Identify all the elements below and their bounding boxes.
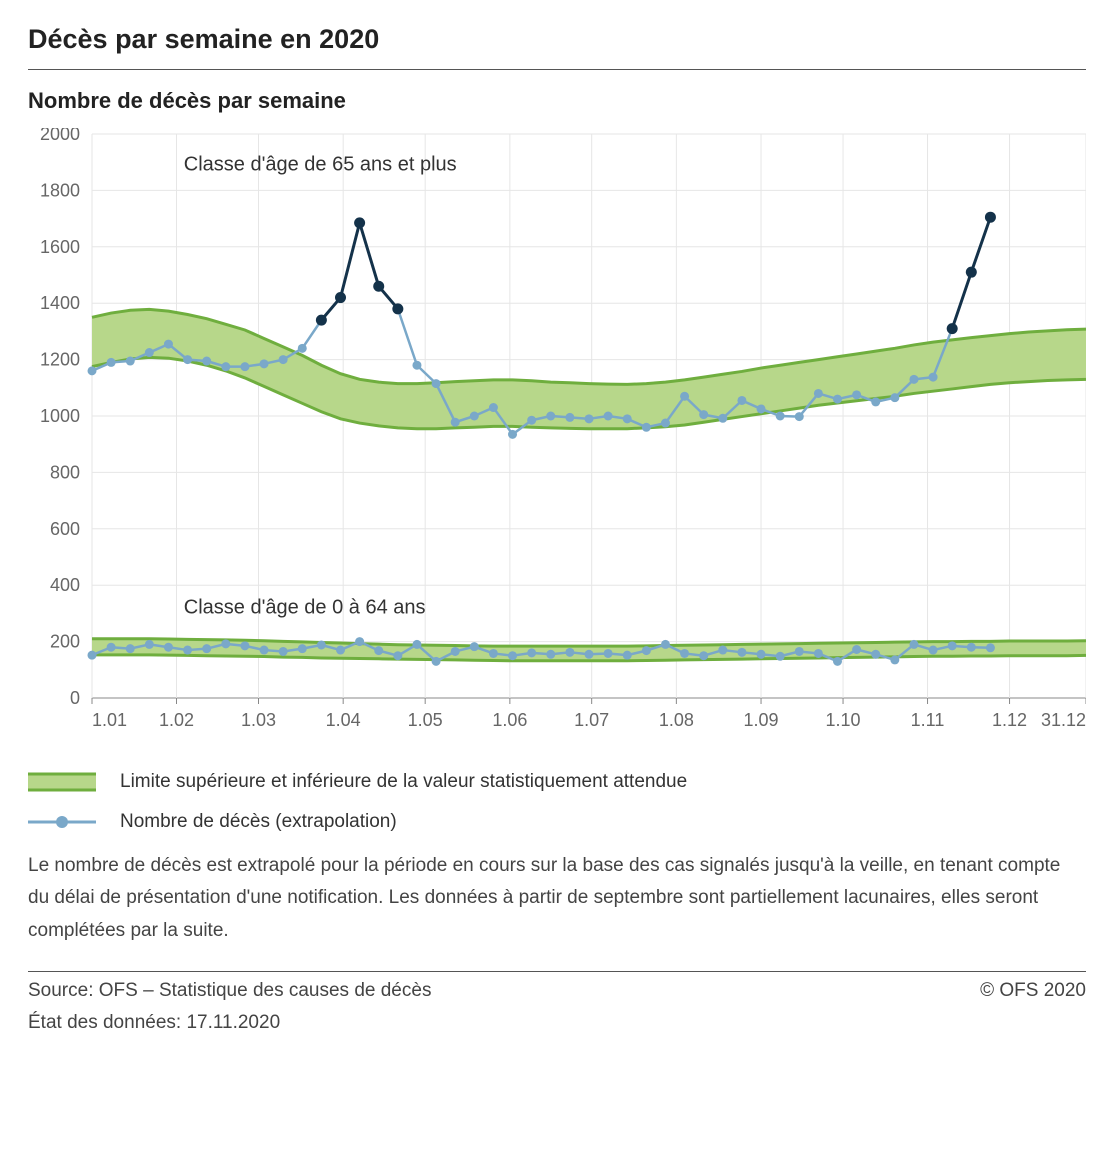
footer-status: État des données: 17.11.2020 xyxy=(28,1012,1086,1034)
svg-text:Classe d'âge de 65 ans et plus: Classe d'âge de 65 ans et plus xyxy=(184,154,457,176)
svg-text:0: 0 xyxy=(70,688,80,708)
svg-text:400: 400 xyxy=(50,575,80,595)
svg-text:200: 200 xyxy=(50,632,80,652)
svg-text:1000: 1000 xyxy=(40,406,80,426)
chart-svg: 0 200 400 600 800 1000 1200 1400 1600 1800 2000 1.0… xyxy=(28,128,1086,748)
legend-label-band: Limite supérieure et inférieure de la va… xyxy=(120,771,687,793)
svg-text:800: 800 xyxy=(50,462,80,482)
page: Décès par semaine en 2020 Nombre de décè… xyxy=(0,0,1114,1058)
legend-row-series: Nombre de décès (extrapolation) xyxy=(28,810,1086,834)
footer-copyright: © OFS 2020 xyxy=(980,980,1086,1002)
svg-text:600: 600 xyxy=(50,519,80,539)
divider-bottom xyxy=(28,971,1086,972)
legend: Limite supérieure et inférieure de la va… xyxy=(28,770,1086,834)
footer-line: Source: OFS – Statistique des causes de … xyxy=(28,980,1086,1002)
legend-swatch-band xyxy=(28,770,96,794)
svg-text:1800: 1800 xyxy=(40,180,80,200)
svg-text:1.04: 1.04 xyxy=(326,710,361,730)
note-text: Le nombre de décès est extrapolé pour la… xyxy=(28,850,1086,947)
chart: 0 200 400 600 800 1000 1200 1400 1600 1800 2000 1.0… xyxy=(28,128,1086,748)
footer-source: Source: OFS – Statistique des causes de … xyxy=(28,980,431,1002)
svg-text:1.06: 1.06 xyxy=(492,710,527,730)
svg-text:31.12: 31.12 xyxy=(1041,710,1086,730)
svg-text:1.03: 1.03 xyxy=(241,710,276,730)
svg-text:1.05: 1.05 xyxy=(408,710,443,730)
main-title: Décès par semaine en 2020 xyxy=(28,24,1086,55)
svg-text:1.01: 1.01 xyxy=(92,710,127,730)
svg-text:1.11: 1.11 xyxy=(911,710,945,730)
subtitle: Nombre de décès par semaine xyxy=(28,88,1086,114)
svg-text:Classe d'âge de 0 à 64 ans: Classe d'âge de 0 à 64 ans xyxy=(184,596,426,618)
svg-text:1.08: 1.08 xyxy=(659,710,694,730)
svg-text:1.10: 1.10 xyxy=(826,710,861,730)
legend-row-band: Limite supérieure et inférieure de la va… xyxy=(28,770,1086,794)
svg-text:1.07: 1.07 xyxy=(574,710,609,730)
svg-text:1.09: 1.09 xyxy=(744,710,779,730)
svg-text:1.02: 1.02 xyxy=(159,710,194,730)
svg-text:1.12: 1.12 xyxy=(992,710,1027,730)
legend-swatch-series xyxy=(28,810,96,834)
divider-top xyxy=(28,69,1086,70)
legend-label-series: Nombre de décès (extrapolation) xyxy=(120,811,397,833)
svg-text:2000: 2000 xyxy=(40,128,80,144)
svg-text:1200: 1200 xyxy=(40,350,80,370)
svg-text:1600: 1600 xyxy=(40,237,80,257)
svg-text:1400: 1400 xyxy=(40,293,80,313)
